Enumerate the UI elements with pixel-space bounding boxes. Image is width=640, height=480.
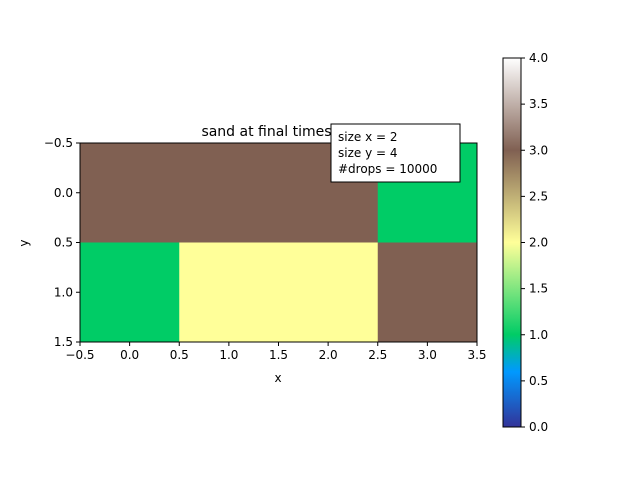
y-tick-label: 0.0 [54,186,73,200]
colorbar-tick-label: 3.5 [529,97,548,111]
colorbar [502,57,522,428]
heatmap-cell [377,242,478,343]
colorbar-tick-label: 0.0 [529,420,548,434]
colorbar-axis: 0.0 0.5 1.0 1.5 2.0 2.5 3.0 3.5 4.0 [521,51,548,434]
x-tick-label: 3.0 [418,348,437,362]
colorbar-tick-label: 1.5 [529,282,548,296]
x-tick-label: 2.0 [319,348,338,362]
heatmap-cell [80,143,180,243]
annotation-drops: #drops = 10000 [338,162,437,176]
heatmap-cell [278,242,379,343]
heatmap-cell [80,242,180,343]
annotation-size-x: size x = 2 [338,130,398,144]
heatmap-cell [179,143,279,243]
x-tick-label: 3.5 [467,348,486,362]
x-axis: −0.5 0.0 0.5 1.0 1.5 2.0 2.5 3.0 3.5 [65,342,487,362]
y-axis-label: y [17,239,31,246]
y-tick-label: 1.0 [54,285,73,299]
x-tick-label: 1.5 [269,348,288,362]
x-tick-label: 0.5 [170,348,189,362]
y-tick-label: −0.5 [44,136,73,150]
heatmap-cell [179,242,279,343]
colorbar-tick-label: 2.5 [529,189,548,203]
chart-title: sand at final timestep [201,124,354,140]
x-tick-label: 1.0 [219,348,238,362]
annotation-frame [330,123,461,183]
x-axis-label: x [274,371,281,385]
y-tick-label: 0.5 [54,236,73,250]
y-tick-label: 1.5 [54,335,73,349]
colorbar-tick-label: 3.0 [529,143,548,157]
colorbar-tick-label: 0.5 [529,374,548,388]
x-tick-label: −0.5 [65,348,94,362]
colorbar-tick-label: 1.0 [529,328,548,342]
colorbar-tick-label: 4.0 [529,51,548,65]
x-tick-label: 0.0 [120,348,139,362]
info-annotation: size x = 2 size y = 4 #drops = 10000 [330,123,461,183]
y-axis: −0.5 0.0 0.5 1.0 1.5 [44,136,80,349]
x-tick-label: 2.5 [368,348,387,362]
colorbar-tick-label: 2.0 [529,236,548,250]
annotation-size-y: size y = 4 [338,146,398,160]
